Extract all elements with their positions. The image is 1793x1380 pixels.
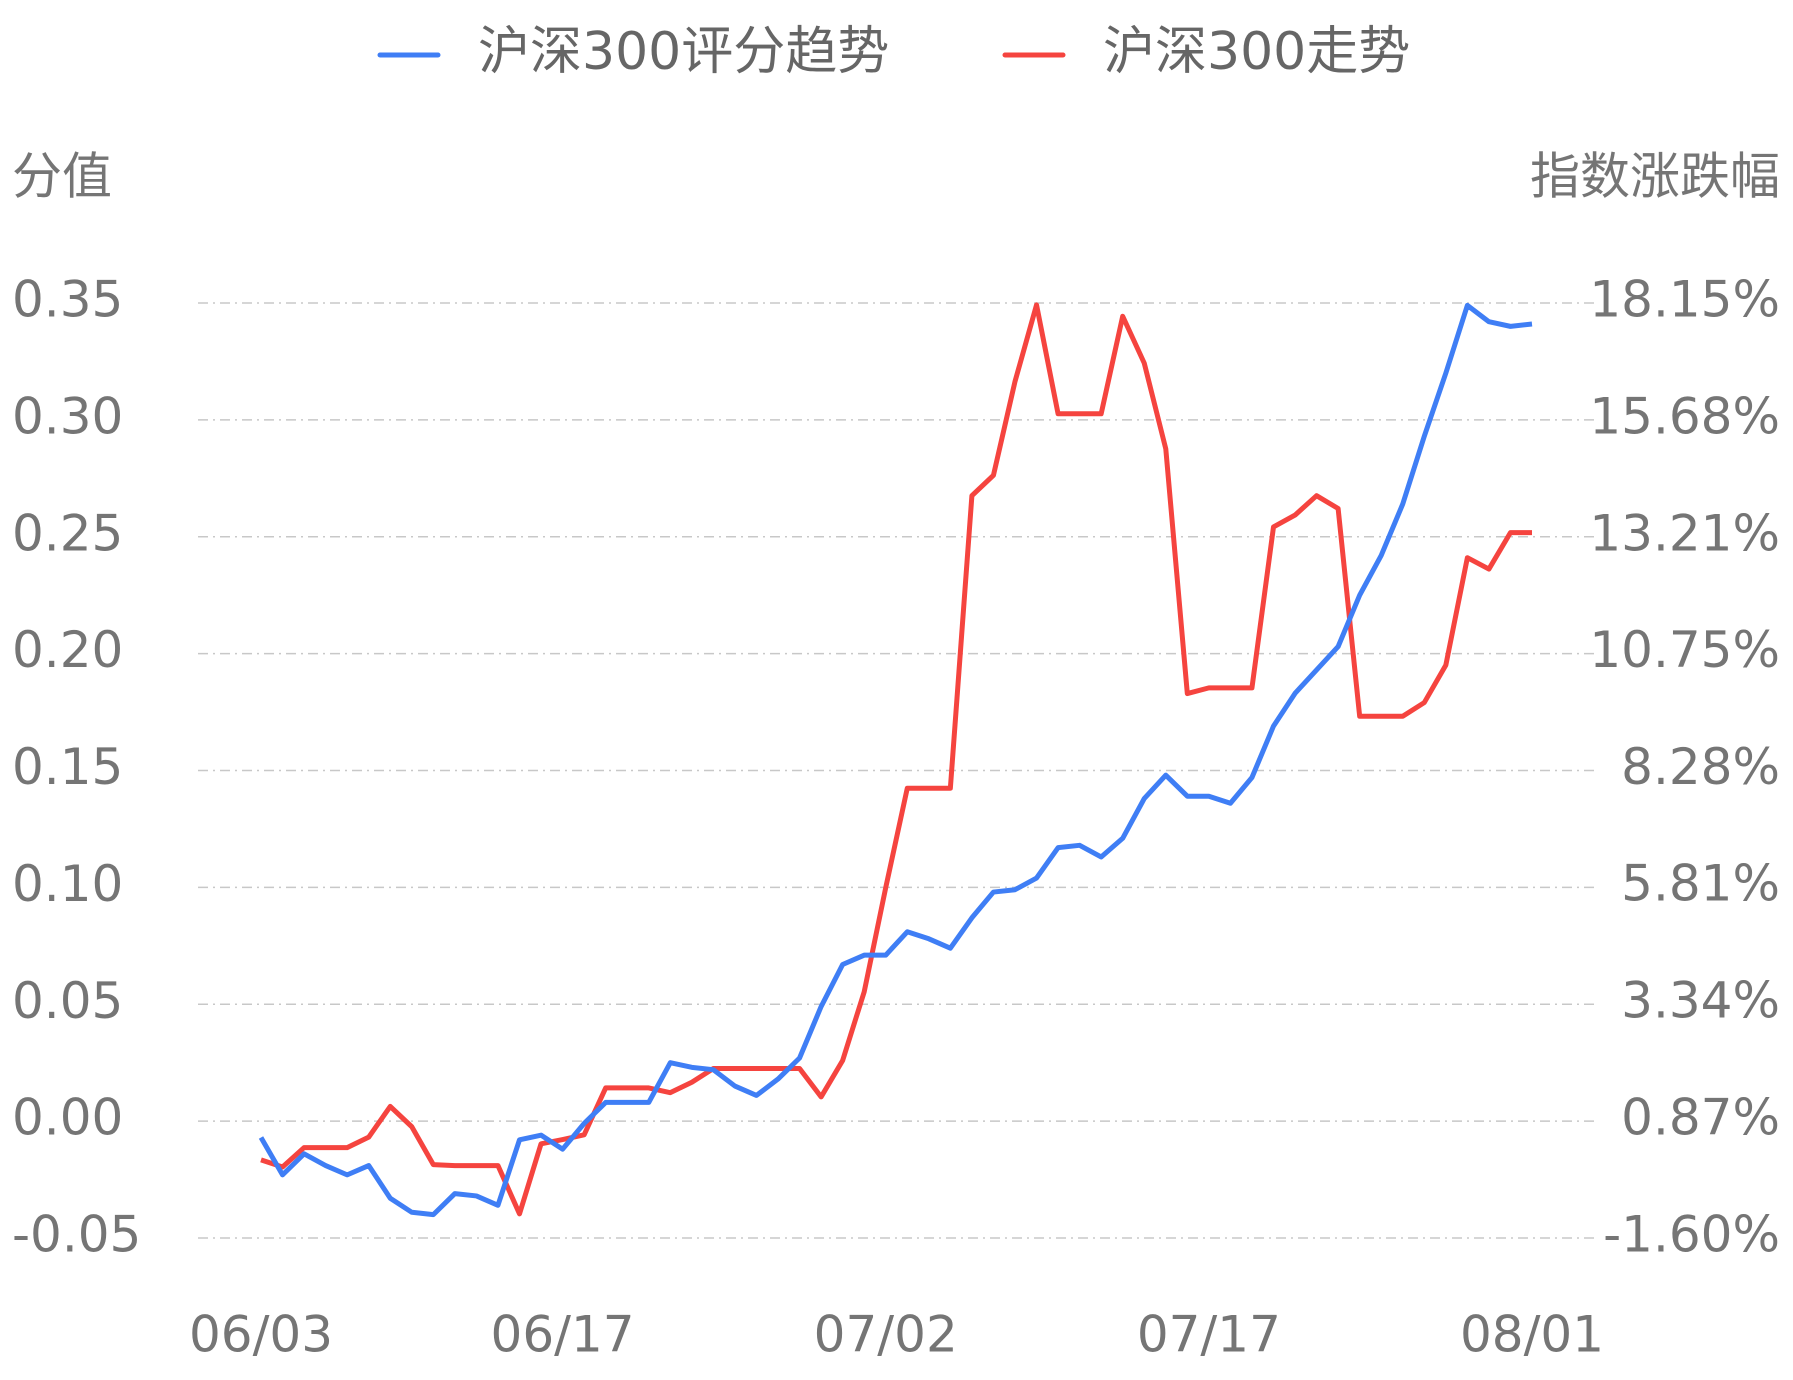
- y-tick-label: -0.05: [12, 1206, 141, 1264]
- y-tick-label: 0.00: [12, 1089, 123, 1147]
- x-tick-label: 06/03: [189, 1306, 333, 1364]
- y-tick-label: 0.10: [12, 855, 123, 913]
- y-tick-label: 0.15: [12, 738, 123, 796]
- x-tick-label: 08/01: [1460, 1306, 1604, 1364]
- y-tick-label: 0.30: [12, 387, 123, 445]
- legend-label: 沪深300评分趋势: [478, 22, 889, 82]
- y-tick-label: 0.35: [12, 271, 123, 329]
- y2-axis-title: 指数涨跌幅: [1530, 148, 1780, 206]
- y2-tick-label: 10.75%: [1589, 621, 1780, 679]
- y2-tick-label: -1.60%: [1603, 1206, 1780, 1264]
- legend-label: 沪深300走势: [1103, 22, 1410, 82]
- y-axis-title: 分值: [12, 148, 112, 206]
- x-tick-label: 07/17: [1137, 1306, 1281, 1364]
- y-tick-label: 0.20: [12, 621, 123, 679]
- y2-tick-label: 0.87%: [1621, 1089, 1780, 1147]
- y2-tick-label: 5.81%: [1621, 855, 1780, 913]
- y-tick-label: 0.05: [12, 972, 123, 1030]
- y2-tick-label: 8.28%: [1621, 738, 1780, 796]
- x-tick-label: 06/17: [491, 1306, 635, 1364]
- series-line: [258, 302, 1533, 1218]
- y-tick-label: 0.25: [12, 504, 123, 562]
- y2-tick-label: 3.34%: [1621, 972, 1780, 1030]
- y2-tick-label: 18.15%: [1589, 271, 1780, 329]
- y2-tick-label: 13.21%: [1589, 504, 1780, 562]
- y2-tick-label: 15.68%: [1589, 387, 1780, 445]
- x-tick-label: 07/02: [814, 1306, 958, 1364]
- series-line: [260, 302, 1532, 1217]
